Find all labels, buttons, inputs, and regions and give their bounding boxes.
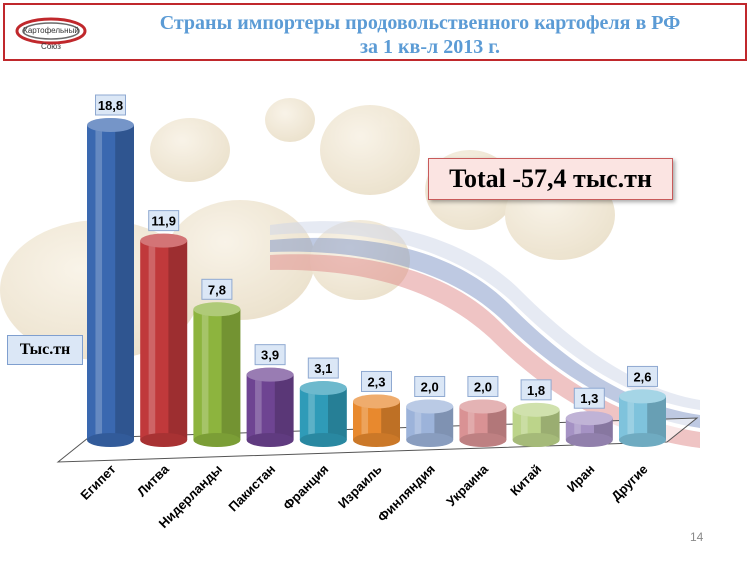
category-label-3: Пакистан [225, 462, 278, 515]
svg-text:1,3: 1,3 [580, 391, 598, 406]
category-label-6: Финляндия [375, 462, 438, 525]
bar-2 [193, 302, 241, 447]
potato-union-logo: Картофельный Союз [15, 17, 87, 51]
svg-text:2,0: 2,0 [474, 379, 492, 394]
bar-5 [353, 394, 400, 447]
bar-body [140, 240, 188, 440]
category-label-10: Другие [608, 462, 650, 504]
title-line-1: Страны импортеры продовольственного карт… [159, 12, 681, 34]
data-label-7: 2,0 [467, 375, 499, 397]
svg-text:18,8: 18,8 [98, 98, 123, 113]
bar-4 [299, 381, 347, 447]
category-label-7: Украина [443, 461, 491, 509]
bar-body [87, 125, 134, 440]
category-label-8: Китай [507, 462, 544, 499]
bar-9 [565, 411, 613, 447]
bar-8 [512, 402, 560, 447]
data-label-8: 1,8 [520, 379, 552, 401]
header-box: Картофельный Союз Страны импортеры продо… [3, 3, 747, 61]
data-label-6: 2,0 [414, 375, 446, 397]
data-label-9: 1,3 [573, 387, 605, 409]
bar-body [619, 396, 666, 440]
category-label-0: Египет [77, 462, 118, 503]
title-line-2: за 1 кв-л 2013 г. [359, 36, 501, 58]
category-label-1: Литва [134, 461, 172, 499]
bar-1 [140, 233, 188, 447]
bar-body [299, 388, 347, 440]
bar-body [193, 309, 241, 440]
svg-text:3,9: 3,9 [261, 348, 279, 363]
category-label-5: Израиль [335, 462, 385, 512]
svg-text:2,0: 2,0 [421, 379, 439, 394]
svg-text:11,9: 11,9 [151, 214, 176, 229]
page-number: 14 [690, 530, 704, 544]
category-label-9: Иран [564, 462, 597, 495]
category-label-4: Франция [280, 462, 331, 513]
bar-3 [246, 367, 294, 447]
data-label-5: 2,3 [361, 370, 392, 392]
data-label-4: 3,1 [307, 357, 339, 379]
bar-0 [87, 118, 134, 447]
svg-text:2,6: 2,6 [633, 369, 651, 384]
bar-10 [619, 389, 666, 447]
data-label-3: 3,9 [254, 344, 286, 366]
svg-text:7,8: 7,8 [208, 282, 226, 297]
svg-text:Картофельный: Картофельный [23, 26, 79, 35]
data-label-0: 18,8 [95, 94, 126, 116]
data-label-2: 7,8 [201, 278, 233, 300]
svg-text:2,3: 2,3 [367, 374, 385, 389]
svg-text:1,8: 1,8 [527, 383, 545, 398]
bar-7 [459, 399, 507, 447]
svg-text:Союз: Союз [41, 42, 61, 51]
bar-body [246, 374, 294, 440]
svg-text:3,1: 3,1 [314, 361, 332, 376]
unit-label: Тыс.тн [7, 335, 83, 365]
bar-6 [406, 399, 454, 447]
total-label: Total -57,4 тыс.тн [428, 158, 673, 200]
data-label-10: 2,6 [627, 365, 658, 387]
page-title: Страны импортеры продовольственного карт… [100, 11, 740, 59]
data-label-1: 11,9 [148, 210, 180, 232]
